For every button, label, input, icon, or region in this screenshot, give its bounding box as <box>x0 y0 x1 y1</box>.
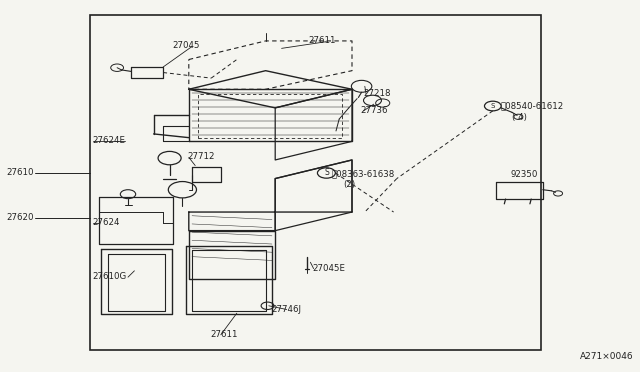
Text: 27624E: 27624E <box>93 136 126 145</box>
Text: 27045: 27045 <box>173 41 200 50</box>
Text: Ⓢ08540-61612: Ⓢ08540-61612 <box>500 102 564 110</box>
Text: 27218: 27218 <box>364 89 391 98</box>
Text: Ⓢ08363-61638: Ⓢ08363-61638 <box>332 169 395 178</box>
Text: 92350: 92350 <box>511 170 538 179</box>
Text: 27736: 27736 <box>360 106 388 115</box>
Text: 27712: 27712 <box>187 153 214 161</box>
Text: 27624: 27624 <box>93 218 120 227</box>
Text: ( 4): ( 4) <box>512 113 527 122</box>
Text: 27610: 27610 <box>6 169 34 177</box>
Text: A271×0046: A271×0046 <box>580 352 634 361</box>
Text: 27610G: 27610G <box>93 272 127 280</box>
Text: S: S <box>491 103 495 109</box>
Text: 27620: 27620 <box>6 213 34 222</box>
Text: 27045E: 27045E <box>312 264 346 273</box>
Bar <box>90 15 541 350</box>
Text: (2): (2) <box>343 180 355 189</box>
Text: 27611: 27611 <box>210 330 237 339</box>
Text: 27746J: 27746J <box>271 305 301 314</box>
Text: S: S <box>324 169 329 177</box>
Text: 27611: 27611 <box>308 36 336 45</box>
